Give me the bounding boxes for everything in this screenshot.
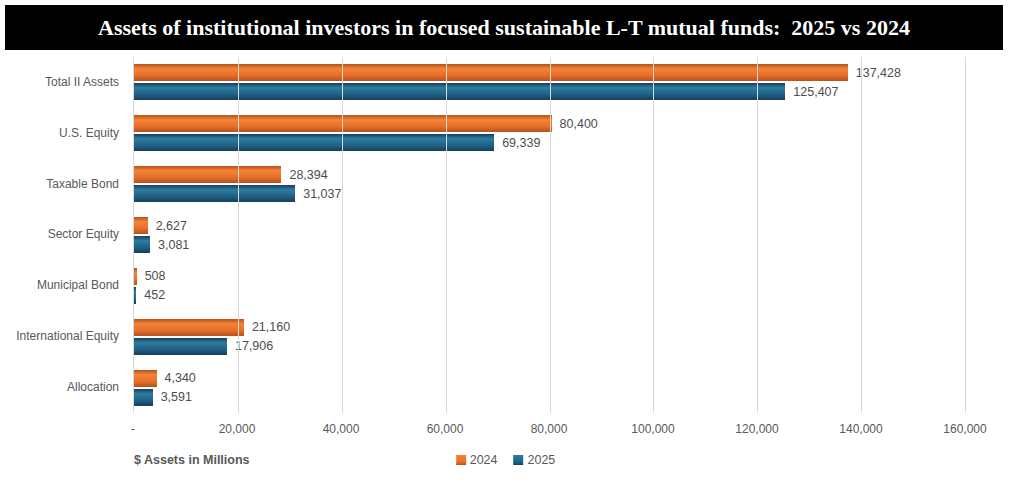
legend-swatch-icon [456,455,466,465]
category-label: Municipal Bond [0,260,126,311]
chart-title-banner: Assets of institutional investors in foc… [5,5,1003,50]
data-label: 452 [144,288,165,302]
data-label: 137,428 [856,66,901,80]
data-label: 28,394 [289,168,327,182]
data-label: 80,400 [560,117,598,131]
bar-2025: 31,037 [134,185,295,202]
x-axis-ticks: - 20,000 40,000 60,000 80,000 100,000 120,000 1… [133,422,965,438]
data-label: 125,407 [793,85,838,99]
gridline [238,57,239,413]
bar-2024: 137,428 [134,64,848,81]
gridline [757,57,758,413]
category-label: International Equity [0,311,126,362]
gridline [965,57,966,413]
bar-2025: 125,407 [134,83,785,100]
gridline [342,57,343,413]
data-label: 31,037 [303,187,341,201]
category-label: Total II Assets [0,57,126,108]
bar-2025: 3,081 [134,236,150,253]
gridline [861,57,862,413]
bar-2025: 17,906 [134,338,227,355]
legend-swatch-icon [514,455,524,465]
data-label: 21,160 [252,320,290,334]
x-tick-label: 160,000 [943,422,986,436]
data-label: 2,627 [156,219,187,233]
x-tick-label: 100,000 [631,422,674,436]
data-label: 17,906 [235,339,273,353]
category-label: Allocation [0,362,126,413]
x-tick-label: 140,000 [839,422,882,436]
x-axis-title: $ Assets in Millions [134,453,250,467]
bar-2024: 28,394 [134,166,281,183]
bar-2025: 69,339 [134,134,494,151]
bar-2024: 21,160 [134,319,244,336]
chart-title: Assets of institutional investors in foc… [98,15,910,41]
data-label: 4,340 [165,371,196,385]
category-label: Sector Equity [0,210,126,261]
bar-2025: 452 [134,287,136,304]
x-tick-label: 80,000 [531,422,568,436]
data-label: 3,081 [158,238,189,252]
category-axis: Total II AssetsU.S. EquityTaxable BondSe… [0,57,126,413]
category-label: Taxable Bond [0,159,126,210]
legend: 2024 2025 [456,453,556,467]
plot-area: 137,428 125,407 80,400 69,339 28,394 31,037 2,… [133,57,965,413]
gridline [653,57,654,413]
bar-2024: 508 [134,268,137,285]
bar-2024: 4,340 [134,370,157,387]
x-tick-label: 40,000 [323,422,360,436]
data-label: 508 [145,269,166,283]
legend-item-2025: 2025 [514,453,556,467]
data-label: 69,339 [502,136,540,150]
gridline [550,57,551,413]
bar-2024: 80,400 [134,115,552,132]
legend-label: 2025 [528,453,556,467]
x-tick-label: 60,000 [427,422,464,436]
legend-item-2024: 2024 [456,453,498,467]
bar-2024: 2,627 [134,217,148,234]
legend-label: 2024 [470,453,498,467]
x-tick-label: - [131,422,135,436]
bar-2025: 3,591 [134,389,153,406]
x-tick-label: 20,000 [219,422,256,436]
gridline [446,57,447,413]
x-tick-label: 120,000 [735,422,778,436]
data-label: 3,591 [161,390,192,404]
category-label: U.S. Equity [0,108,126,159]
